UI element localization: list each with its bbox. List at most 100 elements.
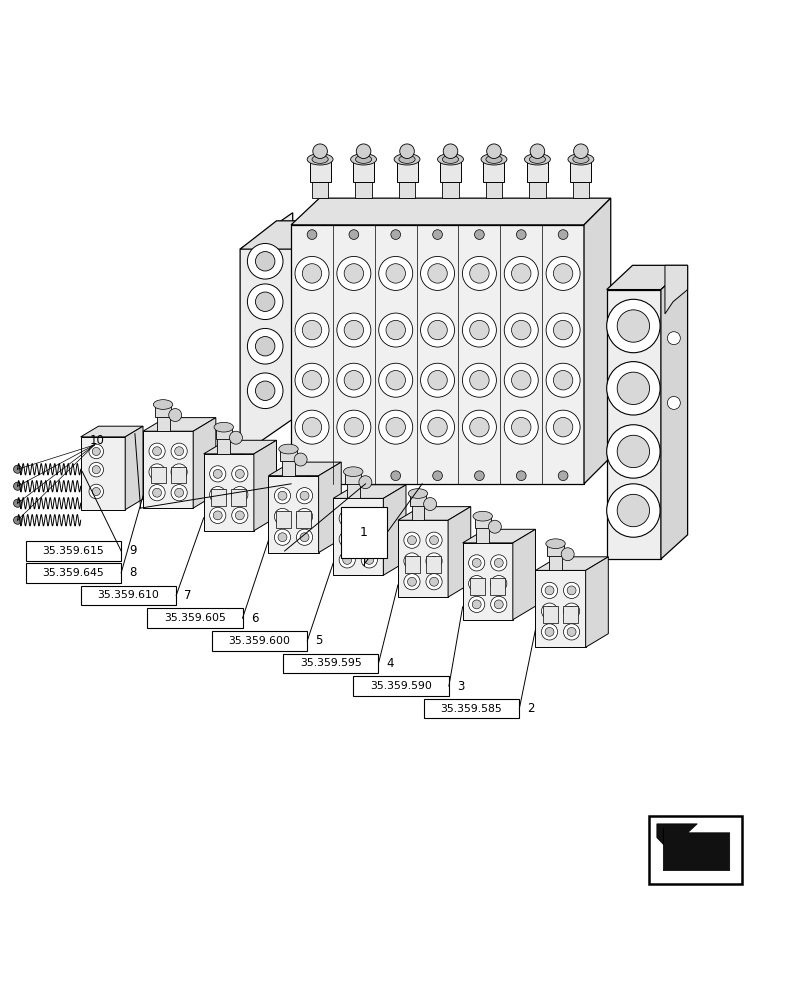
Bar	[345, 472, 361, 484]
Bar	[543, 606, 557, 623]
Circle shape	[403, 574, 419, 590]
Circle shape	[461, 313, 496, 347]
Circle shape	[469, 320, 488, 340]
Circle shape	[307, 471, 316, 481]
Bar	[341, 534, 355, 551]
Text: 35.359.610: 35.359.610	[97, 590, 159, 600]
Circle shape	[511, 264, 530, 283]
Circle shape	[337, 313, 371, 347]
Circle shape	[546, 363, 579, 397]
Polygon shape	[606, 290, 660, 559]
Ellipse shape	[311, 155, 328, 163]
Bar	[396, 159, 417, 182]
Circle shape	[606, 484, 659, 537]
Bar	[296, 511, 311, 528]
Circle shape	[171, 485, 187, 501]
Text: 35.359.595: 35.359.595	[299, 658, 361, 668]
Circle shape	[468, 555, 484, 571]
Circle shape	[472, 579, 481, 588]
Circle shape	[490, 555, 506, 571]
Circle shape	[294, 256, 328, 290]
Circle shape	[486, 144, 500, 159]
Circle shape	[302, 371, 321, 390]
Bar	[526, 159, 547, 182]
Circle shape	[378, 410, 412, 444]
Ellipse shape	[480, 154, 506, 165]
Circle shape	[378, 363, 412, 397]
Circle shape	[337, 363, 371, 397]
Ellipse shape	[350, 154, 376, 165]
Circle shape	[461, 363, 496, 397]
Circle shape	[231, 466, 247, 482]
Circle shape	[469, 371, 488, 390]
Circle shape	[468, 596, 484, 612]
Polygon shape	[448, 507, 470, 597]
Circle shape	[14, 482, 22, 490]
Circle shape	[174, 488, 183, 497]
Circle shape	[344, 264, 363, 283]
Circle shape	[472, 600, 481, 609]
Circle shape	[426, 574, 441, 590]
Circle shape	[546, 410, 579, 444]
Circle shape	[511, 320, 530, 340]
Bar	[548, 553, 561, 570]
Polygon shape	[397, 507, 470, 520]
Circle shape	[14, 516, 22, 524]
Text: 2: 2	[526, 702, 534, 715]
Bar	[212, 631, 307, 651]
Bar	[281, 458, 294, 476]
Polygon shape	[240, 221, 328, 249]
Polygon shape	[240, 213, 292, 455]
Circle shape	[390, 471, 400, 481]
Circle shape	[294, 313, 328, 347]
Circle shape	[209, 466, 225, 482]
Circle shape	[667, 332, 680, 345]
Circle shape	[427, 320, 447, 340]
Bar	[147, 608, 242, 628]
Circle shape	[469, 264, 488, 283]
Circle shape	[378, 256, 412, 290]
Circle shape	[364, 555, 373, 564]
Circle shape	[432, 230, 442, 239]
Circle shape	[487, 520, 500, 533]
Circle shape	[541, 603, 557, 619]
Circle shape	[553, 417, 572, 437]
Circle shape	[361, 552, 377, 568]
Polygon shape	[462, 543, 513, 620]
Ellipse shape	[393, 154, 419, 165]
Circle shape	[152, 468, 161, 476]
Circle shape	[231, 487, 247, 503]
Bar	[80, 586, 176, 605]
Circle shape	[427, 264, 447, 283]
Polygon shape	[254, 440, 277, 531]
Circle shape	[461, 256, 496, 290]
Circle shape	[152, 488, 161, 497]
Circle shape	[231, 507, 247, 523]
Bar	[529, 167, 545, 198]
Circle shape	[427, 371, 447, 390]
Polygon shape	[585, 557, 607, 647]
Circle shape	[427, 417, 447, 437]
Bar	[569, 159, 590, 182]
Polygon shape	[333, 498, 383, 575]
Circle shape	[277, 533, 286, 542]
Circle shape	[494, 600, 503, 609]
Circle shape	[296, 529, 312, 545]
Bar	[476, 525, 488, 543]
Ellipse shape	[485, 155, 501, 163]
Bar	[353, 159, 374, 182]
Circle shape	[461, 410, 496, 444]
Circle shape	[423, 498, 436, 511]
Bar	[26, 563, 121, 583]
Bar	[470, 578, 485, 595]
Text: 1: 1	[359, 526, 367, 539]
Polygon shape	[397, 520, 448, 597]
Text: 4: 4	[386, 657, 393, 670]
Bar	[360, 534, 375, 551]
Circle shape	[247, 373, 283, 409]
Circle shape	[148, 464, 165, 480]
Text: 35.359.605: 35.359.605	[164, 613, 225, 623]
Circle shape	[385, 417, 405, 437]
Circle shape	[504, 410, 538, 444]
Circle shape	[616, 310, 649, 342]
